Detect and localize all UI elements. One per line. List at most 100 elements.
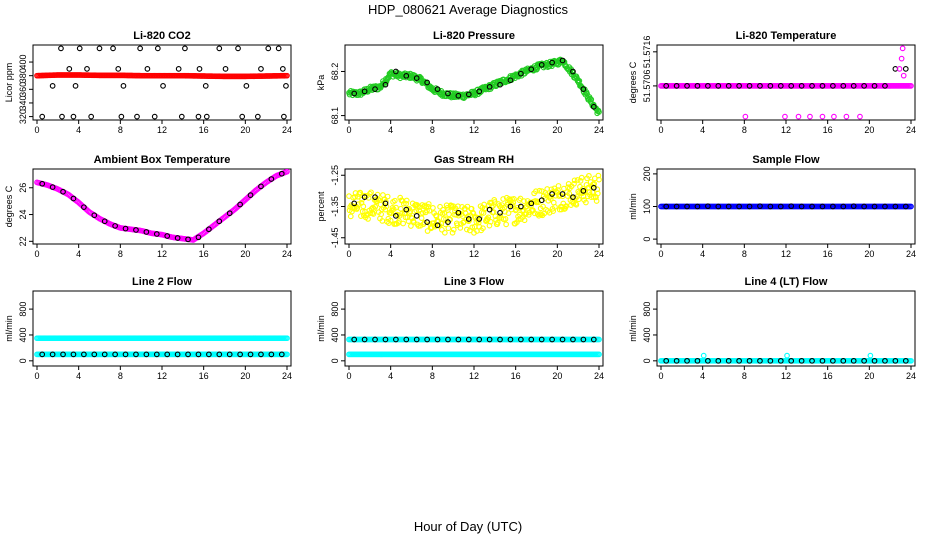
panel-title: Gas Stream RH (434, 154, 514, 166)
data-point (354, 204, 361, 211)
x-tick-label: 8 (430, 371, 435, 381)
data-point (882, 357, 888, 364)
data-point (900, 72, 907, 79)
data-point (134, 113, 140, 120)
data-point (196, 66, 203, 72)
data-point (507, 336, 514, 343)
data-point (115, 66, 122, 72)
panel-title: Sample Flow (752, 154, 820, 166)
series-1-min (34, 169, 290, 243)
y-tick-label: 400 (18, 327, 28, 342)
data-point (590, 184, 597, 191)
data-point (372, 194, 378, 200)
x-tick-label: 8 (118, 249, 123, 259)
data-point (850, 203, 857, 210)
data-point (784, 352, 790, 359)
data-point (809, 83, 815, 89)
y-tick-label: 0 (642, 237, 652, 242)
data-point (485, 214, 492, 221)
data-point (368, 189, 374, 196)
data-point (445, 336, 451, 343)
panel-marks (658, 352, 914, 364)
data-point (143, 351, 150, 358)
data-point (258, 66, 264, 72)
data-point (908, 203, 914, 210)
panel-title: Li-820 CO2 (133, 30, 190, 42)
data-point (413, 75, 420, 81)
data-point (892, 357, 899, 364)
x-tick-label: 4 (76, 371, 81, 381)
data-point (66, 66, 73, 72)
data-point (684, 83, 690, 89)
data-point (133, 227, 139, 233)
data-point (736, 203, 742, 210)
data-point (403, 200, 409, 207)
data-point (503, 221, 509, 228)
data-point (574, 177, 581, 183)
data-point (203, 113, 210, 120)
panel-title: Line 3 Flow (444, 276, 504, 288)
data-point (528, 336, 535, 343)
data-point (112, 351, 118, 358)
data-point (388, 210, 395, 217)
y-axis-label: ml/min (628, 193, 638, 220)
data-point (684, 357, 690, 364)
data-point (505, 210, 512, 216)
data-point (122, 351, 129, 358)
data-point (426, 207, 433, 214)
data-point (101, 218, 108, 225)
series-1-min (346, 172, 602, 236)
data-point (571, 177, 578, 184)
data-point (596, 336, 602, 343)
data-point (559, 336, 566, 343)
data-point (120, 83, 127, 89)
data-point (384, 193, 391, 200)
x-tick-label: 12 (157, 371, 167, 381)
x-tick-label: 12 (157, 125, 167, 135)
y-tick-label: 0 (642, 358, 652, 363)
data-point (110, 45, 116, 52)
data-point (383, 203, 390, 210)
data-point (195, 234, 202, 241)
data-point (413, 213, 420, 219)
panel-marks (658, 203, 914, 210)
data-point (178, 113, 185, 120)
data-point (174, 235, 181, 241)
y-tick-label: 400 (642, 327, 652, 342)
data-point (593, 198, 600, 204)
data-point (757, 83, 763, 89)
data-point (154, 45, 161, 52)
data-point (434, 222, 441, 229)
data-point (850, 357, 857, 364)
data-point (382, 81, 389, 88)
panel-8: Line 3 Flow 0 4 8 12 16 20 24 0 400 800 ml/min (316, 276, 604, 381)
data-point (908, 357, 914, 364)
x-tick-label: 20 (552, 371, 562, 381)
data-point (284, 72, 290, 79)
data-point (247, 351, 254, 358)
data-point (594, 190, 601, 197)
data-point (361, 336, 368, 343)
data-point (896, 66, 903, 72)
series-30-min (663, 66, 909, 89)
data-point (694, 83, 701, 89)
data-point (382, 336, 389, 343)
x-tick-label: 0 (346, 125, 351, 135)
data-point (70, 351, 77, 358)
data-point (571, 180, 577, 187)
x-tick-label: 4 (700, 125, 705, 135)
data-point (583, 199, 589, 206)
data-point (525, 211, 532, 218)
panel-2: Li-820 Pressure 0 4 8 12 16 20 24 68.1 68.2 kPa (316, 30, 604, 135)
x-tick-label: 8 (118, 125, 123, 135)
data-point (206, 226, 212, 233)
data-point (382, 200, 389, 207)
data-point (549, 59, 555, 66)
series-outliers (49, 45, 289, 89)
data-point (830, 357, 836, 364)
panel-marks (346, 336, 602, 358)
panel-marks (34, 45, 290, 120)
data-point (798, 357, 805, 364)
